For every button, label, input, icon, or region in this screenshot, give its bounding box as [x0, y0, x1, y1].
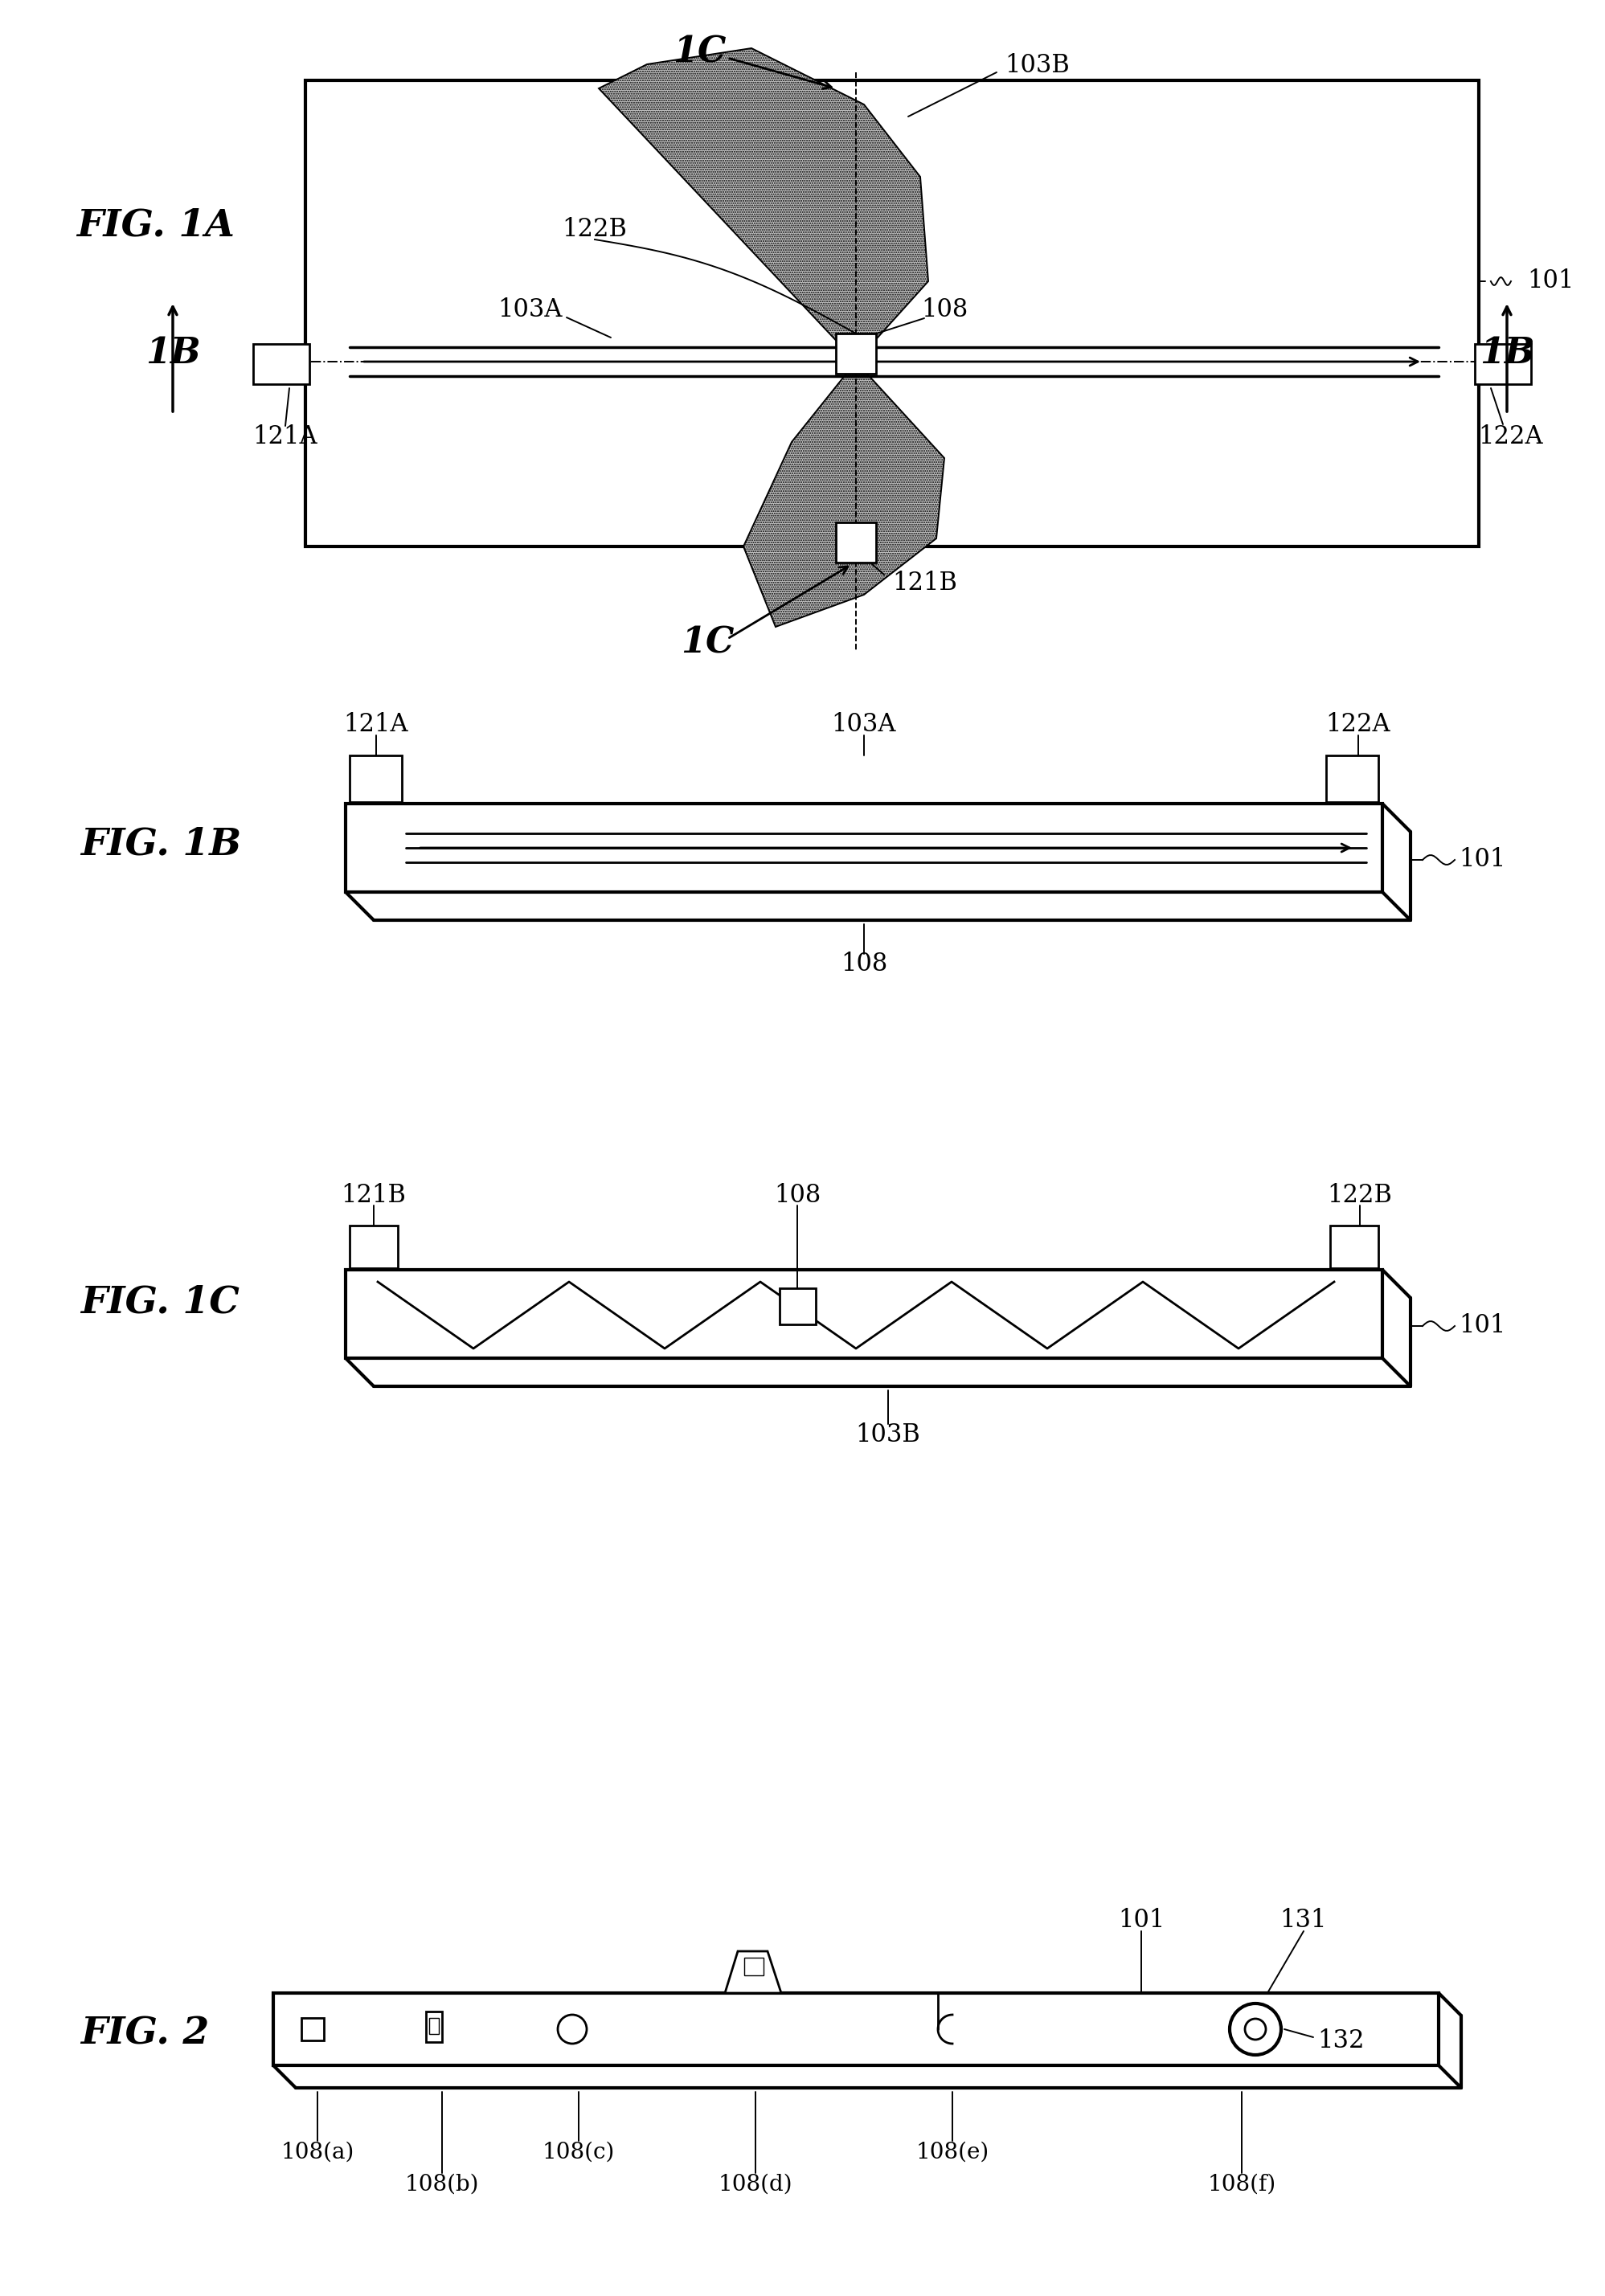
- Bar: [745, 1958, 764, 1975]
- Text: 108(b): 108(b): [404, 2174, 480, 2195]
- Text: FIG. 1A: FIG. 1A: [77, 207, 234, 243]
- Bar: [305, 80, 1478, 546]
- Bar: [350, 1226, 398, 1267]
- Bar: [345, 804, 1382, 893]
- Text: 1B: 1B: [1480, 335, 1534, 372]
- Text: FIG. 1B: FIG. 1B: [80, 824, 241, 863]
- Text: 101: 101: [1526, 269, 1575, 294]
- Text: 108: 108: [774, 1182, 820, 1208]
- Text: 122B: 122B: [1327, 1182, 1393, 1208]
- Text: 108(f): 108(f): [1207, 2174, 1276, 2195]
- Text: 122A: 122A: [1326, 712, 1390, 737]
- Polygon shape: [725, 1952, 782, 1993]
- Text: 122B: 122B: [562, 216, 628, 241]
- Bar: [425, 2011, 441, 2041]
- Text: 108: 108: [921, 296, 968, 321]
- Bar: [836, 333, 876, 374]
- Bar: [1331, 1226, 1379, 1267]
- Text: 121A: 121A: [254, 425, 318, 448]
- Bar: [273, 1993, 1438, 2066]
- Text: 101: 101: [1459, 1313, 1505, 1339]
- Text: 132: 132: [1318, 2030, 1364, 2053]
- Text: FIG. 2: FIG. 2: [80, 2014, 209, 2053]
- Text: 108: 108: [841, 953, 888, 976]
- Text: 122A: 122A: [1478, 425, 1544, 448]
- Bar: [1475, 344, 1531, 383]
- Text: 1C: 1C: [681, 625, 733, 661]
- Bar: [345, 1270, 1382, 1359]
- Text: 131: 131: [1281, 1908, 1327, 1933]
- Bar: [254, 344, 310, 383]
- Bar: [429, 2018, 438, 2034]
- Bar: [302, 2018, 324, 2041]
- Text: FIG. 1C: FIG. 1C: [80, 1283, 239, 1320]
- Text: 103B: 103B: [1005, 53, 1069, 78]
- Text: 103A: 103A: [498, 296, 563, 321]
- Text: 103A: 103A: [831, 712, 896, 737]
- Bar: [1326, 755, 1379, 801]
- Text: 108(e): 108(e): [916, 2142, 989, 2163]
- Text: 101: 101: [1459, 847, 1505, 872]
- Text: 108(a): 108(a): [281, 2142, 355, 2163]
- Polygon shape: [599, 48, 928, 363]
- Text: 101: 101: [1117, 1908, 1165, 1933]
- Text: 1B: 1B: [144, 335, 201, 372]
- Polygon shape: [743, 363, 944, 627]
- Text: 1C: 1C: [672, 34, 725, 69]
- Text: 103B: 103B: [855, 1421, 921, 1446]
- Text: 121B: 121B: [892, 569, 957, 595]
- Text: 121B: 121B: [342, 1182, 406, 1208]
- Bar: [836, 523, 876, 563]
- Text: 108(d): 108(d): [719, 2174, 793, 2195]
- Bar: [350, 755, 401, 801]
- Text: 108(c): 108(c): [542, 2142, 615, 2163]
- Bar: [780, 1288, 815, 1325]
- Text: 121A: 121A: [343, 712, 409, 737]
